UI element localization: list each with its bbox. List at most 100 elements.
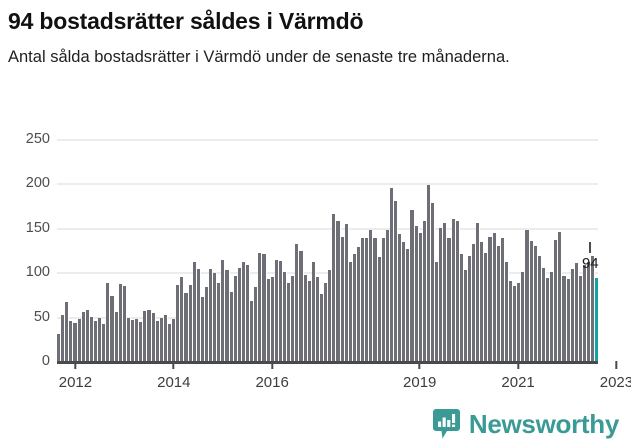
bar[interactable] [591,256,596,361]
bar[interactable] [463,270,468,361]
bar[interactable] [81,312,86,361]
bar[interactable] [213,273,218,361]
bar[interactable] [102,323,107,361]
bar[interactable] [554,240,559,361]
bar[interactable] [167,323,173,361]
bar[interactable] [274,259,279,361]
bar[interactable] [93,321,99,361]
bar[interactable] [587,261,592,361]
bar[interactable] [439,227,444,361]
bar[interactable] [143,311,148,361]
bar[interactable] [258,252,263,361]
bar[interactable] [550,272,555,361]
bar[interactable] [307,281,312,361]
bar[interactable] [291,275,296,361]
bar[interactable] [509,281,514,361]
bar[interactable] [393,201,399,361]
bar[interactable] [110,296,115,361]
bar[interactable] [77,319,82,361]
bar[interactable] [558,232,563,361]
bar[interactable] [188,284,193,361]
bar[interactable] [332,214,337,361]
bar[interactable] [562,275,567,361]
bar[interactable] [340,236,345,361]
bar[interactable] [480,242,485,361]
bar[interactable] [541,267,547,361]
bar[interactable] [295,243,300,361]
bar[interactable] [147,310,152,361]
bar[interactable] [250,300,255,361]
bar[interactable] [315,276,320,361]
bar[interactable] [135,319,140,361]
bar[interactable] [377,257,382,361]
bar[interactable] [85,309,90,361]
bar[interactable] [266,279,271,361]
bar[interactable] [402,242,407,361]
bar[interactable] [151,313,156,361]
bar[interactable] [184,292,189,361]
bar[interactable] [447,237,452,361]
bar[interactable] [225,270,230,361]
bar[interactable] [521,272,526,361]
bar[interactable] [139,321,144,361]
bar[interactable] [574,263,579,361]
bar[interactable] [172,319,177,361]
bar[interactable] [406,249,411,361]
bar[interactable] [106,282,111,361]
bar[interactable] [578,275,583,361]
bar[interactable] [381,237,386,361]
bar[interactable] [369,230,374,361]
bar[interactable] [254,287,259,361]
bar[interactable] [336,220,341,361]
bar[interactable] [246,265,251,361]
bar[interactable] [546,278,551,361]
bar[interactable] [492,233,497,361]
bar[interactable] [517,282,522,361]
bar[interactable] [435,261,440,361]
bar[interactable] [537,256,542,361]
bar[interactable] [500,238,505,361]
bar[interactable] [348,261,353,361]
bar[interactable] [192,261,197,361]
bar[interactable] [122,286,127,361]
bar[interactable] [385,229,390,361]
bar[interactable] [504,261,510,361]
bar[interactable] [328,270,333,361]
bar[interactable] [570,268,575,361]
bar[interactable] [352,254,357,361]
bar[interactable] [89,316,94,361]
bar[interactable] [270,276,275,361]
bar[interactable] [262,254,267,361]
bar[interactable] [233,275,238,361]
bar[interactable] [126,318,131,361]
bar[interactable] [361,237,366,361]
bar[interactable] [57,334,62,361]
bar[interactable] [422,220,427,361]
bar[interactable] [529,241,534,361]
bar[interactable] [283,272,288,361]
bar[interactable] [566,279,571,361]
bar[interactable] [451,218,456,361]
bar[interactable] [69,321,74,361]
bar[interactable] [130,320,136,361]
bar[interactable] [356,247,362,361]
bar[interactable] [389,187,394,361]
bar[interactable] [398,234,403,361]
bar[interactable] [159,317,164,361]
bar[interactable] [443,223,448,361]
bar[interactable] [303,274,308,361]
bar[interactable] [196,268,201,361]
bar[interactable] [209,268,214,361]
bar[interactable] [373,238,378,361]
bar[interactable] [217,282,222,361]
bar[interactable] [467,256,473,361]
bar[interactable] [476,223,481,361]
bar[interactable] [98,318,103,361]
bar[interactable] [414,226,419,361]
bar[interactable] [324,282,329,361]
bar[interactable] [344,224,349,361]
bar[interactable] [241,261,247,361]
bar[interactable] [61,314,66,361]
bar[interactable] [287,282,292,361]
bar[interactable] [472,243,477,361]
